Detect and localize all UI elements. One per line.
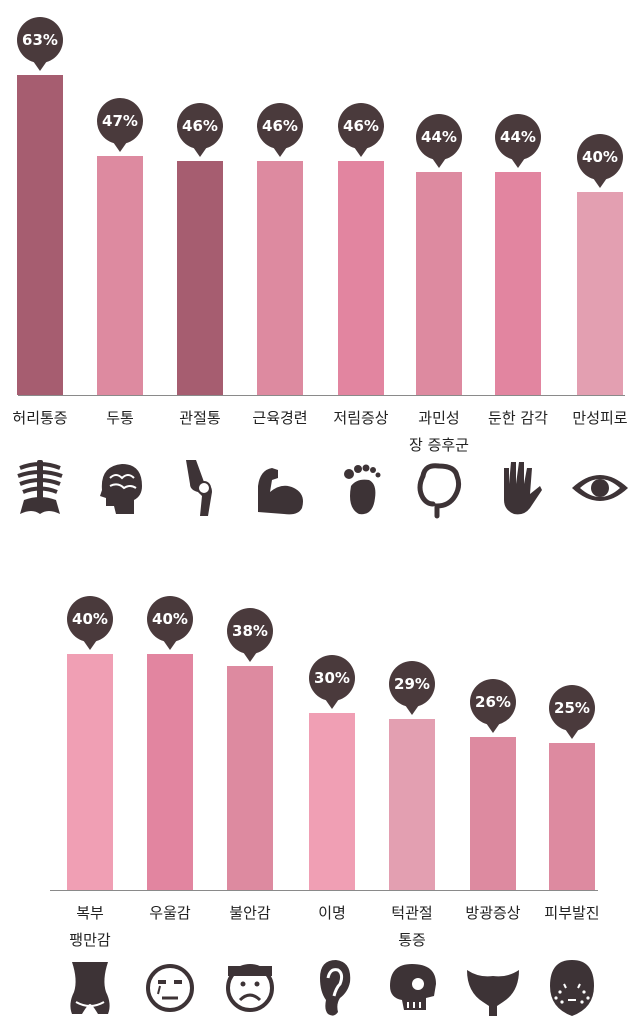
- category-label: 근육경련: [235, 405, 325, 432]
- value-label: 46%: [338, 103, 384, 158]
- category-label: 이명: [287, 900, 377, 927]
- category-label: 관절통: [155, 405, 245, 432]
- hand-icon: [486, 456, 550, 520]
- value-label: 29%: [389, 660, 435, 715]
- value-label: 63%: [17, 17, 63, 71]
- category-label-line: 불안감: [229, 904, 271, 922]
- rash-face-icon: [540, 956, 604, 1020]
- brain-icon: [88, 456, 152, 520]
- category-label: 두통: [75, 405, 165, 432]
- skull-icon: [380, 956, 444, 1020]
- category-label-line: 저림증상: [333, 409, 389, 427]
- bar: [338, 161, 384, 395]
- category-label-line: 피부발진: [544, 904, 600, 922]
- value-label: 25%: [549, 684, 595, 739]
- sad-face-icon: [138, 956, 202, 1020]
- abdomen-icon: [58, 956, 122, 1020]
- intestine-icon: [407, 456, 471, 520]
- category-label-line: 관절통: [179, 409, 221, 427]
- frown-face-icon: [218, 956, 282, 1020]
- bar: [577, 191, 623, 395]
- value-label: 47%: [97, 98, 143, 153]
- category-label: 둔한 감각: [473, 405, 563, 432]
- category-label-line: 과민성: [418, 409, 460, 427]
- chart-2-baseline: [50, 890, 598, 891]
- category-label: 우울감: [125, 900, 215, 927]
- value-label: 26%: [470, 678, 516, 733]
- category-label: 허리통증: [0, 405, 85, 432]
- bar: [416, 171, 462, 395]
- skeleton-icon: [8, 456, 72, 520]
- value-label: 40%: [577, 133, 623, 188]
- value-label: 38%: [227, 607, 273, 662]
- category-label: 방광증상: [448, 900, 538, 927]
- category-label-line: 장 증후군: [409, 436, 469, 454]
- category-label: 피부발진: [527, 900, 617, 927]
- category-label: 불안감: [205, 900, 295, 927]
- bar: [257, 161, 303, 395]
- value-label: 46%: [257, 103, 303, 158]
- value-label: 30%: [309, 655, 355, 709]
- ear-icon: [300, 956, 364, 1020]
- category-label-line: 이명: [318, 904, 346, 922]
- value-label: 44%: [416, 113, 462, 168]
- category-label-line: 방광증상: [465, 904, 521, 922]
- flexed-arm-icon: [248, 456, 312, 520]
- bar: [470, 736, 516, 890]
- value-label: 40%: [147, 596, 193, 650]
- bar: [309, 713, 355, 890]
- category-label-line: 만성피로: [572, 409, 628, 427]
- bar: [389, 718, 435, 890]
- category-label: 저림증상: [316, 405, 406, 432]
- value-label: 40%: [67, 596, 113, 650]
- bar: [549, 742, 595, 890]
- category-label-line: 근육경련: [252, 409, 308, 427]
- chart-1-baseline: [18, 395, 625, 396]
- category-label: 만성피로: [555, 405, 639, 432]
- category-label-line: 우울감: [149, 904, 191, 922]
- category-label-line: 통증: [398, 931, 426, 949]
- eye-icon: [568, 456, 632, 520]
- bar: [227, 665, 273, 890]
- bar: [495, 171, 541, 395]
- category-label-line: 허리통증: [12, 409, 68, 427]
- category-label-line: 두통: [106, 409, 134, 427]
- category-label-line: 둔한 감각: [488, 409, 548, 427]
- category-label-line: 팽만감: [69, 931, 111, 949]
- foot-icon: [329, 456, 393, 520]
- category-label-line: 턱관절: [391, 904, 433, 922]
- value-label: 46%: [177, 103, 223, 158]
- bar: [147, 654, 193, 890]
- bar: [67, 654, 113, 890]
- bladder-icon: [461, 956, 525, 1020]
- bar: [177, 161, 223, 395]
- bar: [17, 75, 63, 395]
- knee-joint-icon: [168, 456, 232, 520]
- value-label: 44%: [495, 113, 541, 168]
- bar: [97, 156, 143, 395]
- category-label-line: 복부: [76, 904, 104, 922]
